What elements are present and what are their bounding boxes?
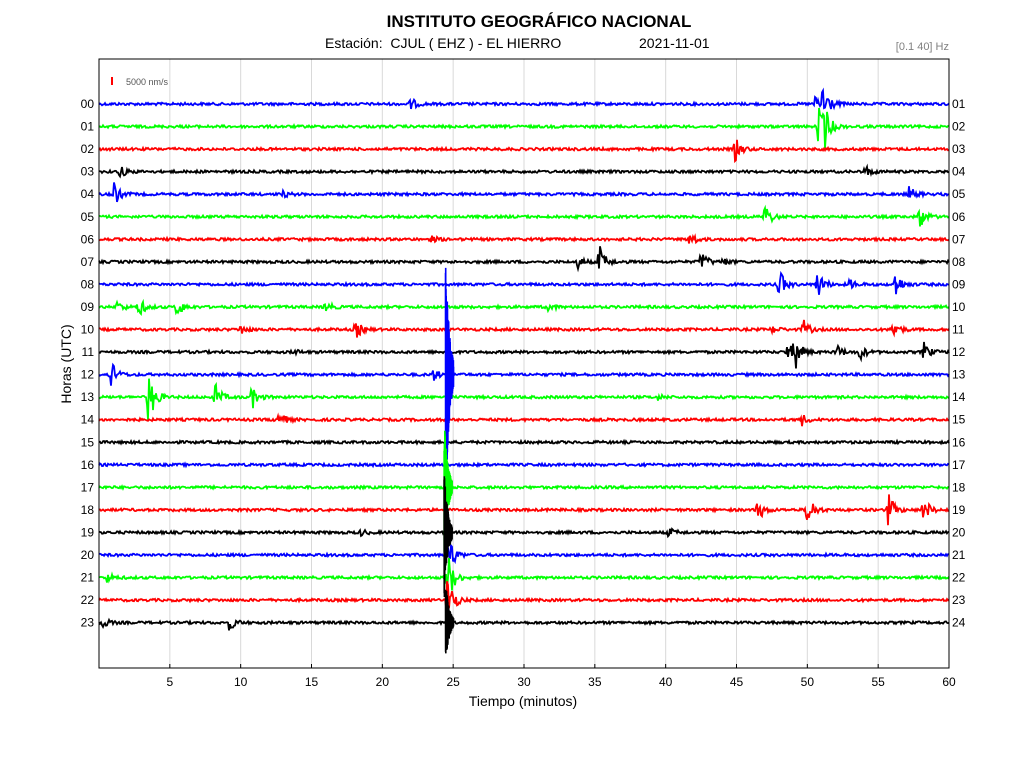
left-hour-label: 01 <box>81 120 95 134</box>
left-hour-label: 11 <box>82 345 95 359</box>
chart-title: INSTITUTO GEOGRÁFICO NACIONAL <box>386 12 692 31</box>
right-hour-label: 15 <box>952 413 966 427</box>
trace-hour-21 <box>98 558 950 591</box>
left-hour-label: 07 <box>81 255 95 269</box>
left-hour-label: 21 <box>81 571 95 585</box>
trace-hour-02 <box>98 139 950 164</box>
right-hour-label: 24 <box>952 616 966 630</box>
left-hour-label: 13 <box>81 390 95 404</box>
filter-label: [0.1 40] Hz <box>895 41 949 53</box>
left-hour-label: 06 <box>81 232 95 246</box>
trace-hour-03 <box>98 163 949 179</box>
right-hour-label: 04 <box>952 165 966 179</box>
event-spike-hour-23 <box>444 589 455 654</box>
date-label: 2021-11-01 <box>639 35 710 51</box>
x-tick-label: 25 <box>446 675 460 689</box>
x-tick-label: 35 <box>588 675 602 689</box>
grid <box>169 59 879 668</box>
right-hour-label: 09 <box>952 277 966 291</box>
trace-hour-11 <box>98 341 950 369</box>
trace-hour-09 <box>98 298 950 316</box>
left-hour-label: 03 <box>81 165 95 179</box>
right-hour-label: 12 <box>952 345 966 359</box>
right-hour-label: 03 <box>952 142 966 156</box>
left-hour-label: 18 <box>81 503 95 517</box>
left-hour-label: 16 <box>81 458 95 472</box>
axis-labels: 00 01 02 03 04 05 06 07 08 09 10 11 12 13 14 15 16 17 18 19… <box>81 97 966 689</box>
trace-hour-05 <box>98 204 950 227</box>
left-hour-label: 22 <box>81 593 95 607</box>
scale-label: 5000 nm/s <box>126 77 169 87</box>
trace-hour-13 <box>98 378 950 420</box>
large-event-spikes <box>443 267 455 654</box>
x-tick-label: 15 <box>305 675 319 689</box>
x-tick-label: 50 <box>801 675 815 689</box>
right-hour-label: 05 <box>952 187 966 201</box>
x-tick-label: 40 <box>659 675 673 689</box>
left-hour-label: 00 <box>81 97 95 111</box>
trace-hour-04 <box>98 182 950 203</box>
right-hour-label: 21 <box>952 548 966 562</box>
left-hour-label: 02 <box>81 142 95 156</box>
right-hour-label: 06 <box>952 210 966 224</box>
left-hour-label: 09 <box>81 300 95 314</box>
trace-hour-14 <box>98 412 949 427</box>
left-hour-label: 23 <box>81 616 95 630</box>
x-tick-label: 45 <box>730 675 744 689</box>
right-hour-label: 08 <box>952 255 966 269</box>
left-hour-label: 04 <box>81 187 95 201</box>
left-hour-label: 19 <box>81 525 95 539</box>
event-spike-hour-19 <box>443 476 453 598</box>
right-hour-label: 20 <box>952 525 966 539</box>
x-tick-label: 55 <box>871 675 885 689</box>
x-tick-label: 30 <box>517 675 531 689</box>
right-hour-label: 16 <box>952 435 966 449</box>
trace-hour-19 <box>98 527 950 539</box>
trace-hour-08 <box>98 270 950 295</box>
x-axis-label: Tiempo (minutos) <box>468 693 578 709</box>
trace-hour-22 <box>98 581 950 609</box>
trace-hour-20 <box>98 539 950 565</box>
left-hour-label: 20 <box>81 548 95 562</box>
right-hour-label: 11 <box>952 323 965 337</box>
right-hour-label: 10 <box>952 300 966 314</box>
event-spike-hour-12 <box>444 267 455 489</box>
left-hour-label: 14 <box>81 413 95 427</box>
trace-hour-01 <box>98 107 950 149</box>
right-hour-label: 17 <box>952 458 966 472</box>
left-hour-label: 10 <box>81 323 95 337</box>
left-hour-label: 08 <box>81 277 95 291</box>
trace-hour-17 <box>98 483 950 491</box>
right-hour-label: 18 <box>952 480 966 494</box>
station-label: Estación: CJUL ( EHZ ) - EL HIERRO <box>325 35 562 51</box>
right-hour-label: 01 <box>952 97 966 111</box>
right-hour-label: 23 <box>952 593 966 607</box>
x-tick-label: 60 <box>942 675 956 689</box>
right-hour-label: 07 <box>952 232 966 246</box>
right-hour-label: 02 <box>952 120 966 134</box>
trace-hour-18 <box>98 494 950 526</box>
right-hour-label: 19 <box>952 503 966 517</box>
trace-hour-10 <box>98 319 950 338</box>
trace-hour-16 <box>98 461 950 469</box>
trace-hour-15 <box>98 438 950 446</box>
trace-hour-06 <box>98 233 950 245</box>
x-tick-label: 10 <box>234 675 248 689</box>
left-hour-label: 05 <box>81 210 95 224</box>
left-hour-label: 12 <box>81 368 95 382</box>
trace-hour-00 <box>98 87 950 111</box>
amplitude-scale: 5000 nm/s <box>111 77 169 87</box>
trace-hour-12 <box>98 362 950 386</box>
trace-hour-23 <box>98 617 950 631</box>
left-hour-label: 15 <box>81 435 95 449</box>
traces <box>98 87 950 631</box>
x-tick-label: 20 <box>376 675 390 689</box>
left-hour-label: 17 <box>81 480 95 494</box>
x-tick-label: 5 <box>166 675 173 689</box>
trace-hour-07 <box>98 246 950 273</box>
right-hour-label: 22 <box>952 571 966 585</box>
right-hour-label: 14 <box>952 390 966 404</box>
right-hour-label: 13 <box>952 368 966 382</box>
